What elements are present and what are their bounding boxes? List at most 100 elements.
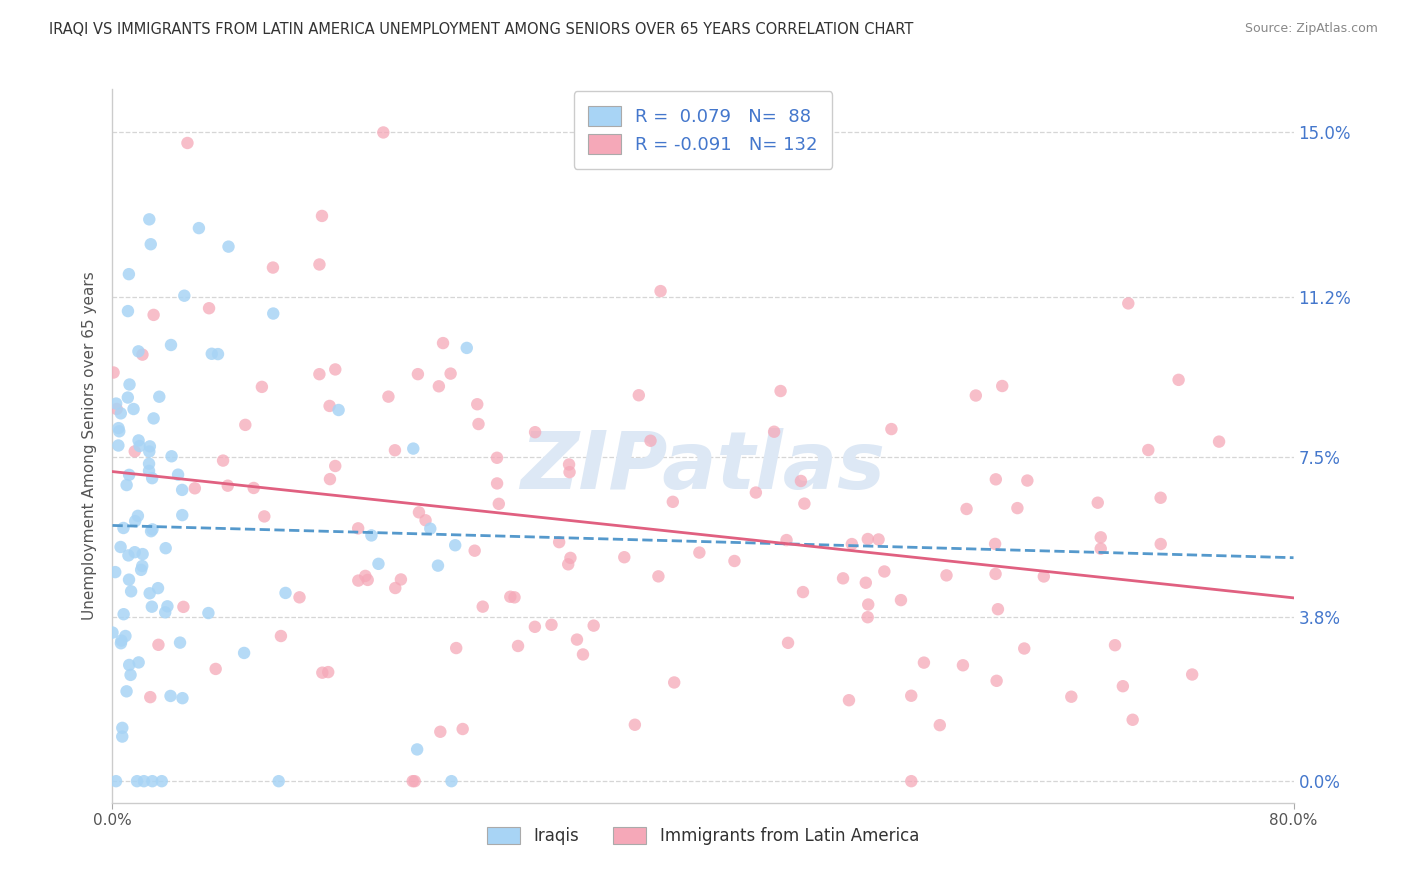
- Point: [311, 665, 333, 680]
- Point: [1032, 569, 1054, 583]
- Point: [115, 478, 138, 492]
- Point: [360, 528, 382, 542]
- Text: ZIPatlas: ZIPatlas: [520, 428, 886, 507]
- Point: [204, 662, 226, 676]
- Point: [127, 508, 149, 523]
- Point: [128, 656, 150, 670]
- Y-axis label: Unemployment Among Seniors over 65 years: Unemployment Among Seniors over 65 years: [82, 272, 97, 620]
- Point: [108, 424, 131, 438]
- Point: [406, 367, 429, 381]
- Point: [935, 568, 957, 582]
- Point: [124, 444, 146, 458]
- Point: [131, 547, 153, 561]
- Point: [122, 402, 145, 417]
- Point: [218, 239, 240, 253]
- Point: [124, 514, 146, 528]
- Point: [311, 209, 333, 223]
- Point: [868, 533, 890, 547]
- Point: [173, 289, 195, 303]
- Point: [131, 559, 153, 574]
- Point: [650, 284, 672, 298]
- Point: [613, 550, 636, 565]
- Point: [377, 390, 399, 404]
- Point: [928, 718, 950, 732]
- Point: [128, 439, 150, 453]
- Point: [198, 301, 221, 316]
- Point: [856, 532, 879, 546]
- Point: [267, 774, 290, 789]
- Point: [890, 593, 912, 607]
- Point: [793, 497, 815, 511]
- Point: [1122, 713, 1144, 727]
- Point: [486, 476, 509, 491]
- Point: [323, 362, 346, 376]
- Point: [471, 599, 494, 614]
- Point: [233, 417, 256, 432]
- Point: [858, 598, 880, 612]
- Point: [114, 629, 136, 643]
- Point: [128, 434, 150, 448]
- Point: [408, 505, 430, 519]
- Point: [146, 581, 169, 595]
- Point: [647, 569, 669, 583]
- Point: [1167, 373, 1189, 387]
- Point: [176, 136, 198, 150]
- Point: [308, 258, 330, 272]
- Point: [1060, 690, 1083, 704]
- Point: [323, 458, 346, 473]
- Point: [274, 586, 297, 600]
- Point: [110, 636, 132, 650]
- Point: [138, 586, 160, 600]
- Point: [389, 573, 412, 587]
- Point: [792, 585, 814, 599]
- Point: [664, 675, 686, 690]
- Point: [131, 348, 153, 362]
- Point: [347, 574, 370, 588]
- Point: [1012, 641, 1035, 656]
- Point: [107, 421, 129, 435]
- Point: [117, 304, 139, 318]
- Point: [129, 563, 152, 577]
- Point: [118, 267, 141, 281]
- Point: [1150, 537, 1173, 551]
- Point: [141, 599, 163, 614]
- Point: [120, 584, 142, 599]
- Point: [308, 367, 330, 381]
- Point: [427, 558, 450, 573]
- Point: [318, 399, 340, 413]
- Point: [197, 606, 219, 620]
- Point: [402, 442, 425, 456]
- Point: [984, 537, 1007, 551]
- Point: [485, 450, 508, 465]
- Point: [640, 434, 662, 448]
- Point: [262, 306, 284, 320]
- Point: [464, 543, 486, 558]
- Point: [160, 338, 183, 352]
- Point: [763, 425, 786, 439]
- Point: [558, 465, 581, 479]
- Point: [1116, 296, 1139, 310]
- Point: [110, 406, 132, 420]
- Point: [987, 602, 1010, 616]
- Point: [118, 377, 141, 392]
- Point: [456, 341, 478, 355]
- Point: [139, 524, 162, 539]
- Point: [262, 260, 284, 275]
- Point: [404, 774, 426, 789]
- Point: [856, 610, 879, 624]
- Point: [138, 464, 160, 478]
- Point: [104, 565, 127, 579]
- Point: [160, 450, 183, 464]
- Text: IRAQI VS IMMIGRANTS FROM LATIN AMERICA UNEMPLOYMENT AMONG SENIORS OVER 65 YEARS : IRAQI VS IMMIGRANTS FROM LATIN AMERICA U…: [49, 22, 914, 37]
- Point: [900, 774, 922, 789]
- Legend: Iraqis, Immigrants from Latin America: Iraqis, Immigrants from Latin America: [481, 820, 925, 852]
- Point: [207, 347, 229, 361]
- Point: [107, 438, 129, 452]
- Point: [373, 125, 395, 139]
- Point: [439, 367, 461, 381]
- Point: [1017, 474, 1039, 488]
- Point: [139, 439, 162, 453]
- Point: [384, 581, 406, 595]
- Point: [316, 665, 339, 679]
- Point: [184, 481, 207, 495]
